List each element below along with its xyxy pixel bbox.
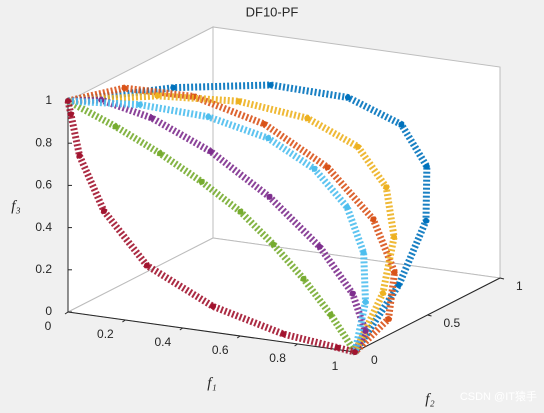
x-tick <box>122 319 126 323</box>
point <box>423 163 430 170</box>
point <box>235 98 242 105</box>
point <box>422 217 429 224</box>
x-tick <box>64 311 69 315</box>
z-tick-label: 1 <box>45 93 52 107</box>
x-tick-label: 1 <box>332 359 339 373</box>
point <box>316 243 323 250</box>
x-tick-label: 0.8 <box>269 351 286 365</box>
point <box>300 275 307 282</box>
point <box>261 121 268 128</box>
point <box>112 123 119 130</box>
point <box>198 178 205 185</box>
point <box>327 311 334 318</box>
point <box>398 121 405 128</box>
x-tick-label: 0 <box>45 319 52 333</box>
point <box>67 111 74 118</box>
x-tick <box>294 343 298 347</box>
x-axis-label: f₁ <box>207 375 216 391</box>
chart-title: DF10-PF <box>246 4 299 19</box>
point <box>270 241 277 248</box>
point <box>383 184 390 191</box>
x-tick <box>236 335 241 339</box>
point <box>65 98 71 104</box>
point <box>265 135 272 142</box>
watermark: CSDN @IT猿手 <box>460 389 537 403</box>
y-axis-label: f₂ <box>425 391 434 407</box>
point <box>144 262 150 269</box>
point <box>237 208 244 215</box>
x-tick-label: 0.2 <box>97 327 114 341</box>
series-band <box>67 92 398 354</box>
point <box>267 81 274 88</box>
x-tick-label: 0.4 <box>154 335 171 349</box>
point <box>362 327 369 334</box>
point <box>280 331 287 338</box>
point <box>391 269 398 276</box>
point <box>379 290 386 297</box>
x-tick <box>179 327 184 331</box>
y-tick <box>499 277 505 280</box>
z-tick-label: 0.6 <box>35 178 52 192</box>
y-tick-label: 0.5 <box>444 316 461 330</box>
point <box>121 85 128 92</box>
point <box>205 113 212 120</box>
point <box>154 92 161 99</box>
x-axis <box>67 311 356 353</box>
z-tick-label: 0 <box>45 304 52 318</box>
point <box>362 298 369 305</box>
z-tick-label: 0.2 <box>35 262 52 276</box>
point <box>76 152 83 159</box>
point <box>334 344 341 351</box>
point <box>100 208 107 215</box>
point <box>207 148 214 155</box>
point <box>136 101 143 108</box>
point <box>170 84 177 91</box>
point <box>344 204 351 211</box>
point <box>266 193 273 200</box>
point <box>157 150 164 157</box>
point <box>385 316 392 323</box>
point <box>349 290 356 297</box>
y-tick <box>427 314 432 317</box>
point <box>370 216 377 223</box>
z-tick-label: 0.4 <box>35 220 52 234</box>
z-axis-label: f₃ <box>11 198 20 214</box>
point <box>391 234 398 241</box>
point <box>354 143 361 150</box>
point <box>344 94 351 101</box>
point <box>148 114 155 121</box>
y-tick-label: 0 <box>371 353 378 367</box>
point <box>352 349 358 355</box>
y-tick-label: 1 <box>516 279 523 293</box>
point <box>304 115 311 122</box>
point <box>210 303 217 310</box>
z-tick-label: 0.8 <box>35 135 52 149</box>
point <box>311 165 318 172</box>
point <box>395 281 402 288</box>
x-tick-label: 0.6 <box>212 343 229 357</box>
point <box>324 164 331 171</box>
point <box>360 249 367 256</box>
